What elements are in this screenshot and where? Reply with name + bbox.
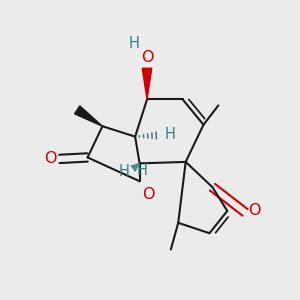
Polygon shape: [75, 106, 102, 126]
Text: H: H: [165, 127, 176, 142]
Text: H: H: [129, 35, 140, 50]
Text: H: H: [136, 163, 148, 178]
Text: O: O: [248, 203, 261, 218]
Polygon shape: [142, 68, 152, 100]
Text: H: H: [119, 164, 130, 179]
Text: O: O: [44, 152, 57, 166]
Text: O: O: [141, 50, 153, 65]
Text: O: O: [142, 187, 155, 202]
